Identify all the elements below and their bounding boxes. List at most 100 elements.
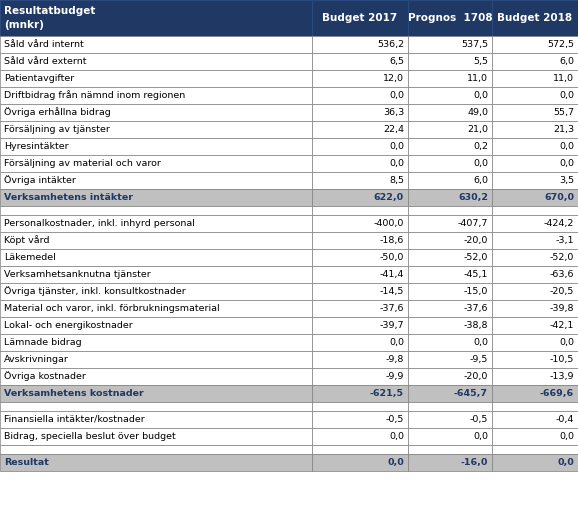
Text: -0,4: -0,4 <box>555 415 574 424</box>
Bar <box>312 36 408 53</box>
Bar <box>0 266 312 283</box>
Text: Lokal- och energikostnader: Lokal- och energikostnader <box>4 321 133 330</box>
Bar <box>492 206 578 215</box>
Bar <box>0 172 312 189</box>
Bar <box>408 0 492 36</box>
Bar <box>312 138 408 155</box>
Text: 630,2: 630,2 <box>458 193 488 202</box>
Text: -20,0: -20,0 <box>464 236 488 245</box>
Text: 0,0: 0,0 <box>389 142 404 151</box>
Text: -37,6: -37,6 <box>464 304 488 313</box>
Text: Resultat: Resultat <box>4 458 49 467</box>
Text: Såld vård internt: Såld vård internt <box>4 40 84 49</box>
Text: Budget 2018: Budget 2018 <box>498 13 573 23</box>
Text: 0,0: 0,0 <box>473 159 488 168</box>
Bar <box>0 87 312 104</box>
Text: 572,5: 572,5 <box>547 40 574 49</box>
Text: Lämnade bidrag: Lämnade bidrag <box>4 338 81 347</box>
Bar <box>492 300 578 317</box>
Text: -407,7: -407,7 <box>458 219 488 228</box>
Text: Verksamhetens intäkter: Verksamhetens intäkter <box>4 193 133 202</box>
Bar <box>312 215 408 232</box>
Text: 0,0: 0,0 <box>387 458 404 467</box>
Bar <box>312 428 408 445</box>
Bar <box>492 283 578 300</box>
Bar <box>492 351 578 368</box>
Bar <box>492 385 578 402</box>
Bar <box>408 53 492 70</box>
Text: 0,0: 0,0 <box>559 142 574 151</box>
Text: -14,5: -14,5 <box>380 287 404 296</box>
Text: Försäljning av tjänster: Försäljning av tjänster <box>4 125 110 134</box>
Text: 0,2: 0,2 <box>473 142 488 151</box>
Bar <box>492 189 578 206</box>
Bar <box>0 283 312 300</box>
Bar <box>0 454 312 471</box>
Bar <box>492 104 578 121</box>
Bar <box>0 189 312 206</box>
Text: Driftbidrag från nämnd inom regionen: Driftbidrag från nämnd inom regionen <box>4 90 186 100</box>
Text: -38,8: -38,8 <box>464 321 488 330</box>
Text: -63,6: -63,6 <box>550 270 574 279</box>
Text: 0,0: 0,0 <box>559 91 574 100</box>
Bar <box>492 368 578 385</box>
Bar <box>312 206 408 215</box>
Bar <box>0 402 312 411</box>
Text: -0,5: -0,5 <box>469 415 488 424</box>
Text: 0,0: 0,0 <box>473 338 488 347</box>
Text: 11,0: 11,0 <box>467 74 488 83</box>
Text: -400,0: -400,0 <box>373 219 404 228</box>
Bar <box>0 138 312 155</box>
Bar <box>492 454 578 471</box>
Bar <box>492 0 578 36</box>
Text: -16,0: -16,0 <box>461 458 488 467</box>
Text: Avskrivningar: Avskrivningar <box>4 355 69 364</box>
Bar <box>312 87 408 104</box>
Bar <box>408 172 492 189</box>
Bar <box>408 138 492 155</box>
Bar <box>312 454 408 471</box>
Text: -52,0: -52,0 <box>550 253 574 262</box>
Bar <box>0 215 312 232</box>
Text: -37,6: -37,6 <box>380 304 404 313</box>
Text: -10,5: -10,5 <box>550 355 574 364</box>
Text: 49,0: 49,0 <box>467 108 488 117</box>
Text: 12,0: 12,0 <box>383 74 404 83</box>
Bar <box>312 53 408 70</box>
Bar <box>312 402 408 411</box>
Bar <box>408 368 492 385</box>
Text: Material och varor, inkl. förbrukningsmaterial: Material och varor, inkl. förbrukningsma… <box>4 304 220 313</box>
Text: -39,7: -39,7 <box>380 321 404 330</box>
Bar <box>408 300 492 317</box>
Text: Övriga tjänster, inkl. konsultkostnader: Övriga tjänster, inkl. konsultkostnader <box>4 287 186 297</box>
Text: Verksamhetens kostnader: Verksamhetens kostnader <box>4 389 144 398</box>
Bar <box>0 53 312 70</box>
Bar <box>492 87 578 104</box>
Text: -20,5: -20,5 <box>550 287 574 296</box>
Bar <box>0 317 312 334</box>
Text: Försäljning av material och varor: Försäljning av material och varor <box>4 159 161 168</box>
Bar <box>0 411 312 428</box>
Text: 6,0: 6,0 <box>559 57 574 66</box>
Bar <box>0 104 312 121</box>
Text: 670,0: 670,0 <box>544 193 574 202</box>
Bar <box>312 70 408 87</box>
Text: -9,8: -9,8 <box>386 355 404 364</box>
Bar <box>492 402 578 411</box>
Text: Hyresintäkter: Hyresintäkter <box>4 142 69 151</box>
Bar <box>0 249 312 266</box>
Bar <box>408 155 492 172</box>
Text: 6,0: 6,0 <box>473 176 488 185</box>
Bar <box>408 283 492 300</box>
Text: Resultatbudget
(mnkr): Resultatbudget (mnkr) <box>4 6 95 29</box>
Bar <box>0 334 312 351</box>
Bar <box>312 351 408 368</box>
Bar <box>492 121 578 138</box>
Text: -18,6: -18,6 <box>380 236 404 245</box>
Bar <box>312 249 408 266</box>
Bar <box>408 402 492 411</box>
Text: 0,0: 0,0 <box>389 432 404 441</box>
Text: Bidrag, speciella beslut över budget: Bidrag, speciella beslut över budget <box>4 432 176 441</box>
Bar <box>312 266 408 283</box>
Bar <box>0 206 312 215</box>
